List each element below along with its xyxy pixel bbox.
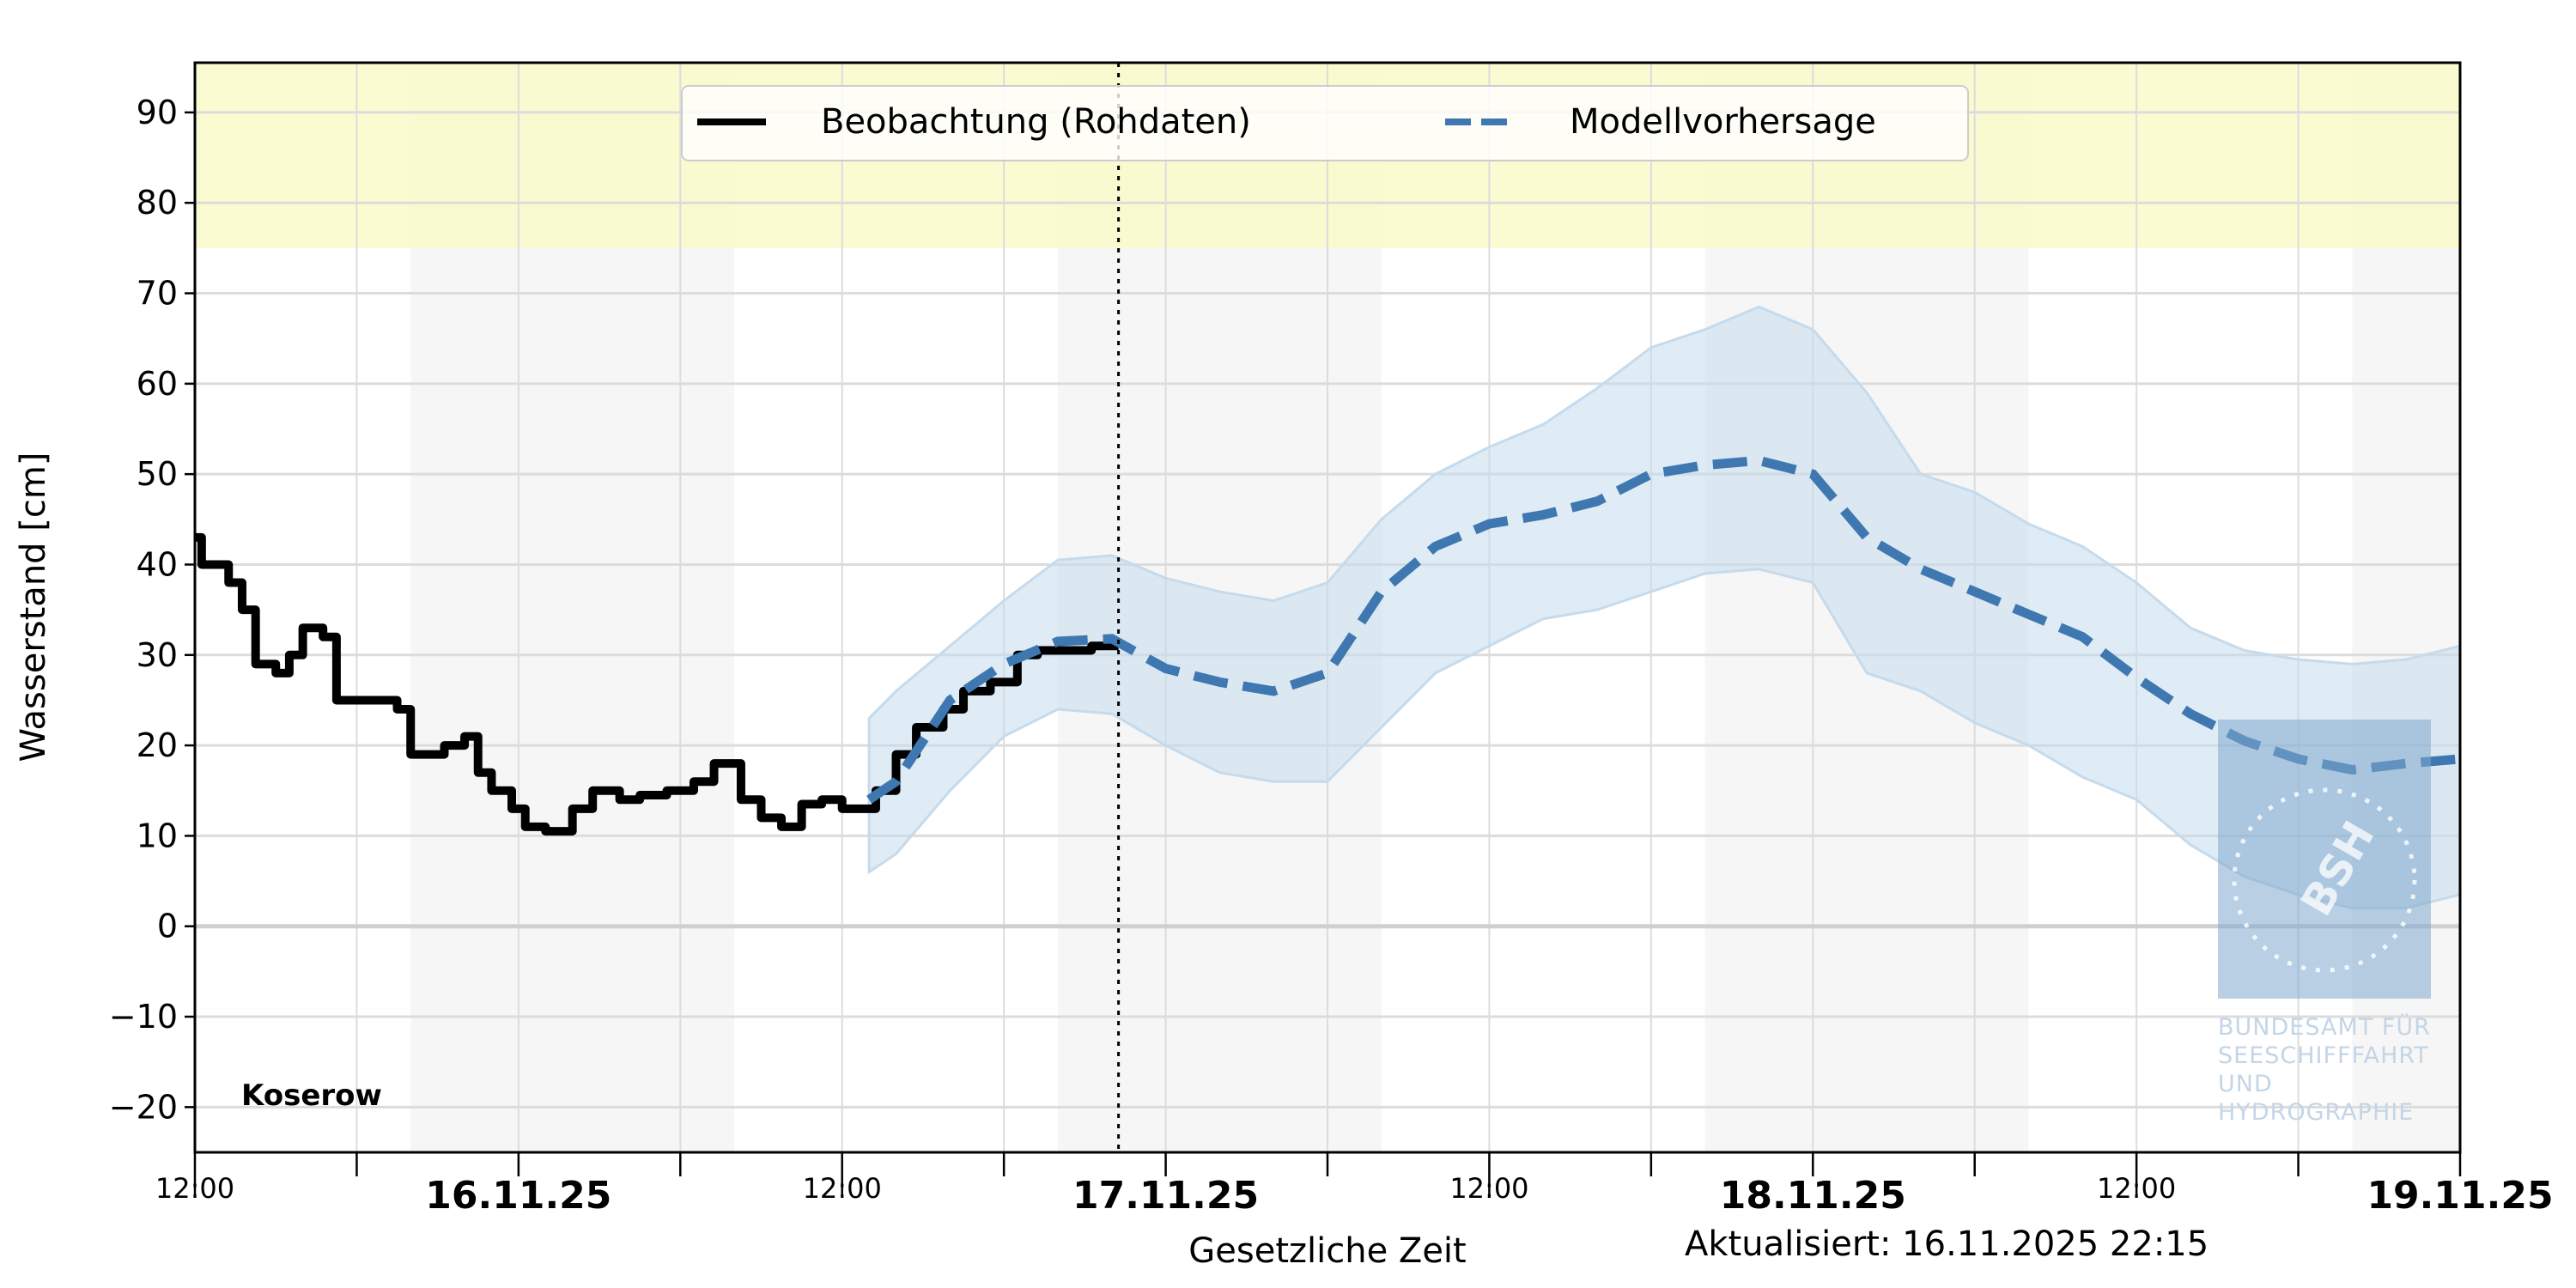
x-axis-label: Gesetzliche Zeit — [1188, 1231, 1466, 1271]
y-tick-label: 50 — [137, 455, 178, 493]
x-tick-label: 12:00 — [2097, 1172, 2176, 1205]
y-tick-label: 90 — [137, 94, 178, 131]
x-tick-label: 12:00 — [803, 1172, 882, 1205]
x-tick-label: 16.11.25 — [425, 1174, 611, 1218]
legend-label-observation: Beobachtung (Rohdaten) — [821, 102, 1251, 142]
watermark-text-line: SEESCHIFFFAHRT — [2218, 1042, 2429, 1069]
legend-label-forecast: Modellvorhersage — [1570, 102, 1876, 142]
y-tick-label: 20 — [137, 726, 178, 764]
watermark-text-line: HYDROGRAPHIE — [2218, 1099, 2414, 1126]
station-label: Koserow — [241, 1078, 382, 1113]
y-tick-label: −20 — [109, 1088, 178, 1126]
y-axis-label: Wasserstand [cm] — [14, 453, 53, 762]
bsh-logo-box — [2218, 720, 2431, 999]
y-tick-label: 10 — [137, 817, 178, 854]
y-tick-label: 40 — [137, 545, 178, 583]
x-tick-label: 19.11.25 — [2366, 1174, 2553, 1218]
updated-label: Aktualisiert: 16.11.2025 22:15 — [1685, 1224, 2208, 1264]
legend-box — [681, 85, 1969, 161]
observation-line — [195, 532, 1119, 836]
x-tick-label: 18.11.25 — [1720, 1174, 1906, 1218]
watermark-text-line: UND — [2218, 1071, 2273, 1097]
y-tick-label: 80 — [137, 184, 178, 222]
x-tick-label: 12:00 — [155, 1172, 234, 1205]
y-tick-label: 0 — [157, 908, 178, 945]
y-tick-label: 30 — [137, 636, 178, 674]
bsh-logo-ring — [2232, 787, 2417, 973]
y-tick-label: 70 — [137, 275, 178, 313]
forecast-line — [866, 455, 2461, 804]
y-tick-label: −10 — [109, 998, 178, 1036]
x-tick-label: 12:00 — [1449, 1172, 1528, 1205]
x-tick-label: 17.11.25 — [1072, 1174, 1259, 1218]
watermark-text-line: BUNDESAMT FÜR — [2218, 1013, 2431, 1041]
y-tick-label: 60 — [137, 365, 178, 403]
